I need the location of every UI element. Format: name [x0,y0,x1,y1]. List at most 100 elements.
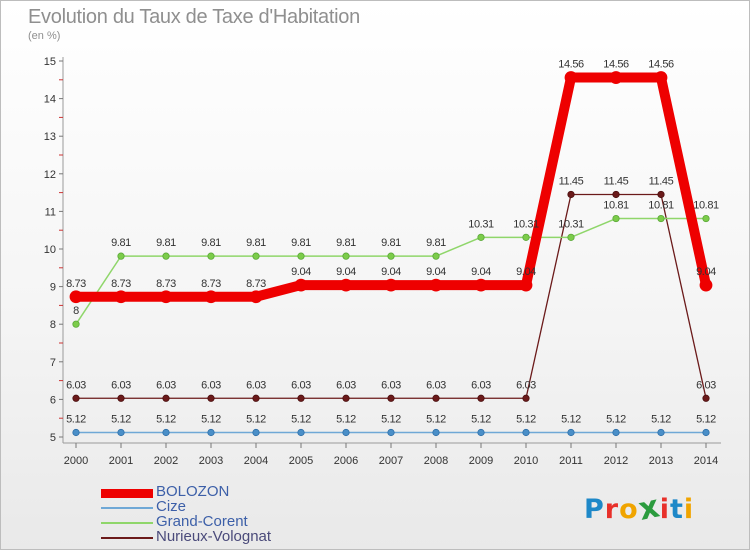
y-tick-label: 13 [44,131,56,143]
data-label-bolozon: 9.04 [336,266,356,278]
x-tick-label: 2004 [244,455,268,467]
data-point-grand-corent [567,233,575,241]
y-tick-label: 12 [44,169,56,181]
axes-layer: 5 6 7 8 9 10 11 12 13 14 15 2000 2001 2002 2003 2004 200… [44,56,721,467]
data-point-bolozon [204,290,218,304]
data-point-nurieux-volognat [567,190,575,199]
data-label-nurieux-volognat: 6.03 [156,379,176,391]
data-label-nurieux-volognat: 6.03 [201,379,221,391]
data-label-grand-corent: 9.81 [201,237,221,249]
data-point-bolozon [339,278,353,292]
data-point-bolozon [699,278,713,292]
data-label-grand-corent: 10.31 [468,218,494,230]
y-tick-label: 11 [45,206,56,218]
data-label-grand-corent: 9.81 [291,237,311,249]
data-point-bolozon [564,71,578,84]
data-label-nurieux-volognat: 6.03 [471,379,491,391]
y-tick-label: 15 [44,56,56,68]
data-label-cize: 5.12 [156,413,176,425]
data-label-layer: 6.03 6.03 6.03 6.03 6.03 6.03 6.03 6.03 6.03 6.03… [66,59,719,426]
data-label-grand-corent: 10.81 [693,200,719,212]
data-point-bolozon [69,290,83,304]
data-label-bolozon: 9.04 [696,266,716,278]
data-point-bolozon [384,278,398,292]
data-point-grand-corent [117,252,125,260]
data-point-cize [432,428,440,437]
data-point-bolozon [519,278,533,292]
data-label-cize: 5.12 [426,413,446,425]
data-label-grand-corent: 9.81 [246,237,266,249]
x-tick-label: 2007 [379,455,403,467]
data-point-bolozon [159,290,173,304]
data-label-grand-corent: 10.81 [648,200,674,212]
data-point-cize [522,428,530,437]
data-point-nurieux-volognat [522,394,530,402]
data-point-grand-corent [522,233,530,241]
data-label-cize: 5.12 [561,413,581,425]
data-point-nurieux-volognat [162,394,170,402]
data-point-nurieux-volognat [432,394,440,402]
data-label-nurieux-volognat: 6.03 [516,379,536,391]
data-point-grand-corent [207,252,215,260]
data-point-cize [117,428,125,437]
data-point-nurieux-volognat [702,394,710,402]
data-label-cize: 5.12 [201,413,221,425]
data-point-bolozon [609,71,623,84]
series-layer [69,71,713,437]
data-point-grand-corent [477,233,485,241]
data-label-bolozon: 8.73 [246,278,266,290]
data-label-bolozon: 14.56 [558,59,584,71]
data-label-nurieux-volognat: 6.03 [111,379,131,391]
data-label-bolozon: 14.56 [603,59,629,71]
x-tick-label: 2013 [649,455,673,467]
data-label-cize: 5.12 [381,413,401,425]
data-label-cize: 5.12 [111,413,131,425]
data-point-cize [567,428,575,437]
data-point-cize [162,428,170,437]
x-tick-label: 2005 [289,455,313,467]
y-tick-label: 6 [50,394,56,406]
data-label-grand-corent: 8 [73,305,79,317]
data-point-grand-corent [387,252,395,260]
y-tick-label: 8 [50,319,56,331]
data-label-bolozon: 9.04 [426,266,446,278]
y-tick-label: 14 [44,94,56,106]
data-label-nurieux-volognat: 6.03 [66,379,86,391]
y-tick-label: 5 [50,432,56,444]
data-label-nurieux-volognat: 6.03 [291,379,311,391]
chart-title: Evolution du Taux de Taxe d'Habitation [28,6,360,28]
data-point-grand-corent [252,252,260,260]
x-tick-label: 2012 [604,455,628,467]
data-label-bolozon: 9.04 [291,266,311,278]
data-label-cize: 5.12 [696,413,716,425]
data-label-cize: 5.12 [336,413,356,425]
data-label-grand-corent: 10.31 [558,218,584,230]
data-label-nurieux-volognat: 11.45 [649,175,674,187]
data-point-bolozon [114,290,128,304]
data-point-cize [252,428,260,437]
data-label-grand-corent: 9.81 [156,237,176,249]
data-label-bolozon: 9.04 [381,266,401,278]
data-point-nurieux-volognat [297,394,305,402]
data-point-cize [342,428,350,437]
x-tick-label: 2002 [154,455,178,467]
data-point-bolozon [654,71,668,84]
data-label-cize: 5.12 [246,413,266,425]
data-label-cize: 5.12 [471,413,491,425]
legend-label: Grand-Corent [156,513,248,530]
legend-label: BOLOZON [156,483,230,500]
legend-swatch [101,488,153,498]
data-point-cize [72,428,80,437]
data-point-bolozon [429,278,443,292]
data-label-bolozon: 9.04 [471,266,491,278]
data-label-nurieux-volognat: 6.03 [336,379,356,391]
data-point-cize [297,428,305,437]
data-point-nurieux-volognat [612,190,620,199]
x-tick-label: 2006 [334,455,358,467]
legend-swatch [101,522,153,524]
legend-label: Nurieux-Volognat [156,528,272,545]
data-point-grand-corent [297,252,305,260]
data-label-cize: 5.12 [606,413,626,425]
data-label-nurieux-volognat: 6.03 [426,379,446,391]
